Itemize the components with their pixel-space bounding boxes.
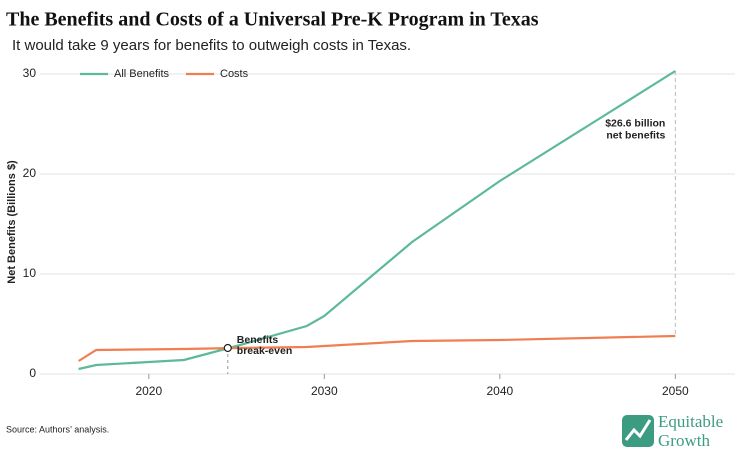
logo-icon — [622, 415, 654, 447]
annotation-text: $26.6 billion — [605, 117, 665, 129]
y-tick-label: 20 — [23, 166, 37, 180]
break-even-point — [223, 343, 232, 353]
x-tick-label: 2030 — [311, 384, 338, 398]
y-tick-label: 0 — [29, 366, 36, 380]
x-tick-label: 2040 — [486, 384, 513, 398]
annotation-text: Benefits — [237, 334, 279, 346]
y-tick-label: 10 — [23, 266, 37, 280]
source: Source: Authors’ analysis. — [6, 424, 109, 434]
annotation-text: break-even — [237, 345, 292, 357]
x-tick-label: 2020 — [135, 384, 162, 398]
logo-arrow — [624, 419, 652, 441]
chart-title: The Benefits and Costs of a Universal Pr… — [6, 9, 539, 31]
logo-text: Equitable — [658, 412, 723, 431]
series-line — [78, 70, 676, 371]
annotation-text: net benefits — [606, 129, 665, 141]
y-tick-label: 30 — [23, 66, 37, 80]
legend-label: All Benefits — [114, 68, 170, 80]
logo-text: Growth — [658, 431, 710, 450]
x-tick-label: 2050 — [662, 384, 689, 398]
legend-label: Costs — [220, 68, 249, 80]
y-axis-label: Net Benefits (Billions $) — [6, 160, 18, 284]
logo: Equitable Growth — [622, 412, 723, 450]
series-line — [78, 334, 676, 362]
chart-subtitle: It would take 9 years for benefits to ou… — [12, 37, 411, 54]
